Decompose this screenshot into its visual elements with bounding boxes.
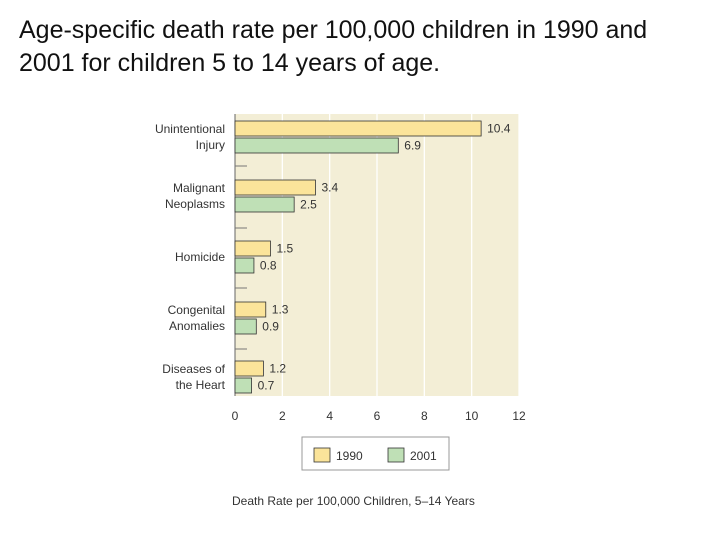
data-label: 0.7 bbox=[258, 379, 275, 393]
category-label: Diseases of bbox=[162, 362, 225, 376]
category-label: Homicide bbox=[175, 250, 225, 264]
data-label: 10.4 bbox=[487, 122, 511, 136]
bar bbox=[234, 179, 316, 196]
x-tick-label: 10 bbox=[465, 409, 479, 423]
category-label: the Heart bbox=[176, 378, 226, 392]
bar bbox=[234, 360, 264, 377]
x-tick-label: 6 bbox=[374, 409, 381, 423]
legend-swatch bbox=[313, 447, 331, 463]
data-label: 1.5 bbox=[277, 242, 294, 256]
bar bbox=[234, 137, 399, 154]
slide-title: Age-specific death rate per 100,000 chil… bbox=[19, 16, 648, 77]
data-label: 2.5 bbox=[300, 198, 317, 212]
x-tick-label: 12 bbox=[512, 409, 526, 423]
bar bbox=[234, 240, 271, 257]
category-label: Congenital bbox=[168, 303, 225, 317]
bar bbox=[234, 318, 257, 335]
x-tick-label: 0 bbox=[232, 409, 239, 423]
data-label: 3.4 bbox=[321, 181, 338, 195]
x-tick-label: 2 bbox=[279, 409, 286, 423]
bar bbox=[234, 377, 252, 394]
category-label: Anomalies bbox=[169, 319, 225, 333]
bar bbox=[234, 257, 255, 274]
x-tick-label: 4 bbox=[326, 409, 333, 423]
x-axis-title: Death Rate per 100,000 Children, 5–14 Ye… bbox=[232, 494, 475, 508]
bar bbox=[234, 120, 482, 137]
legend-label: 1990 bbox=[336, 449, 363, 463]
x-tick-label: 8 bbox=[421, 409, 428, 423]
category-label: Malignant bbox=[173, 181, 226, 195]
category-label: Unintentional bbox=[155, 122, 225, 136]
category-label: Neoplasms bbox=[165, 197, 225, 211]
data-label: 1.3 bbox=[272, 303, 289, 317]
category-label: Injury bbox=[196, 138, 225, 152]
data-label: 1.2 bbox=[269, 362, 286, 376]
data-label: 6.9 bbox=[404, 139, 421, 153]
data-label: 0.9 bbox=[262, 320, 279, 334]
bar bbox=[234, 196, 295, 213]
legend-label: 2001 bbox=[410, 449, 437, 463]
legend-swatch bbox=[387, 447, 405, 463]
bar bbox=[234, 301, 267, 318]
data-label: 0.8 bbox=[260, 259, 277, 273]
